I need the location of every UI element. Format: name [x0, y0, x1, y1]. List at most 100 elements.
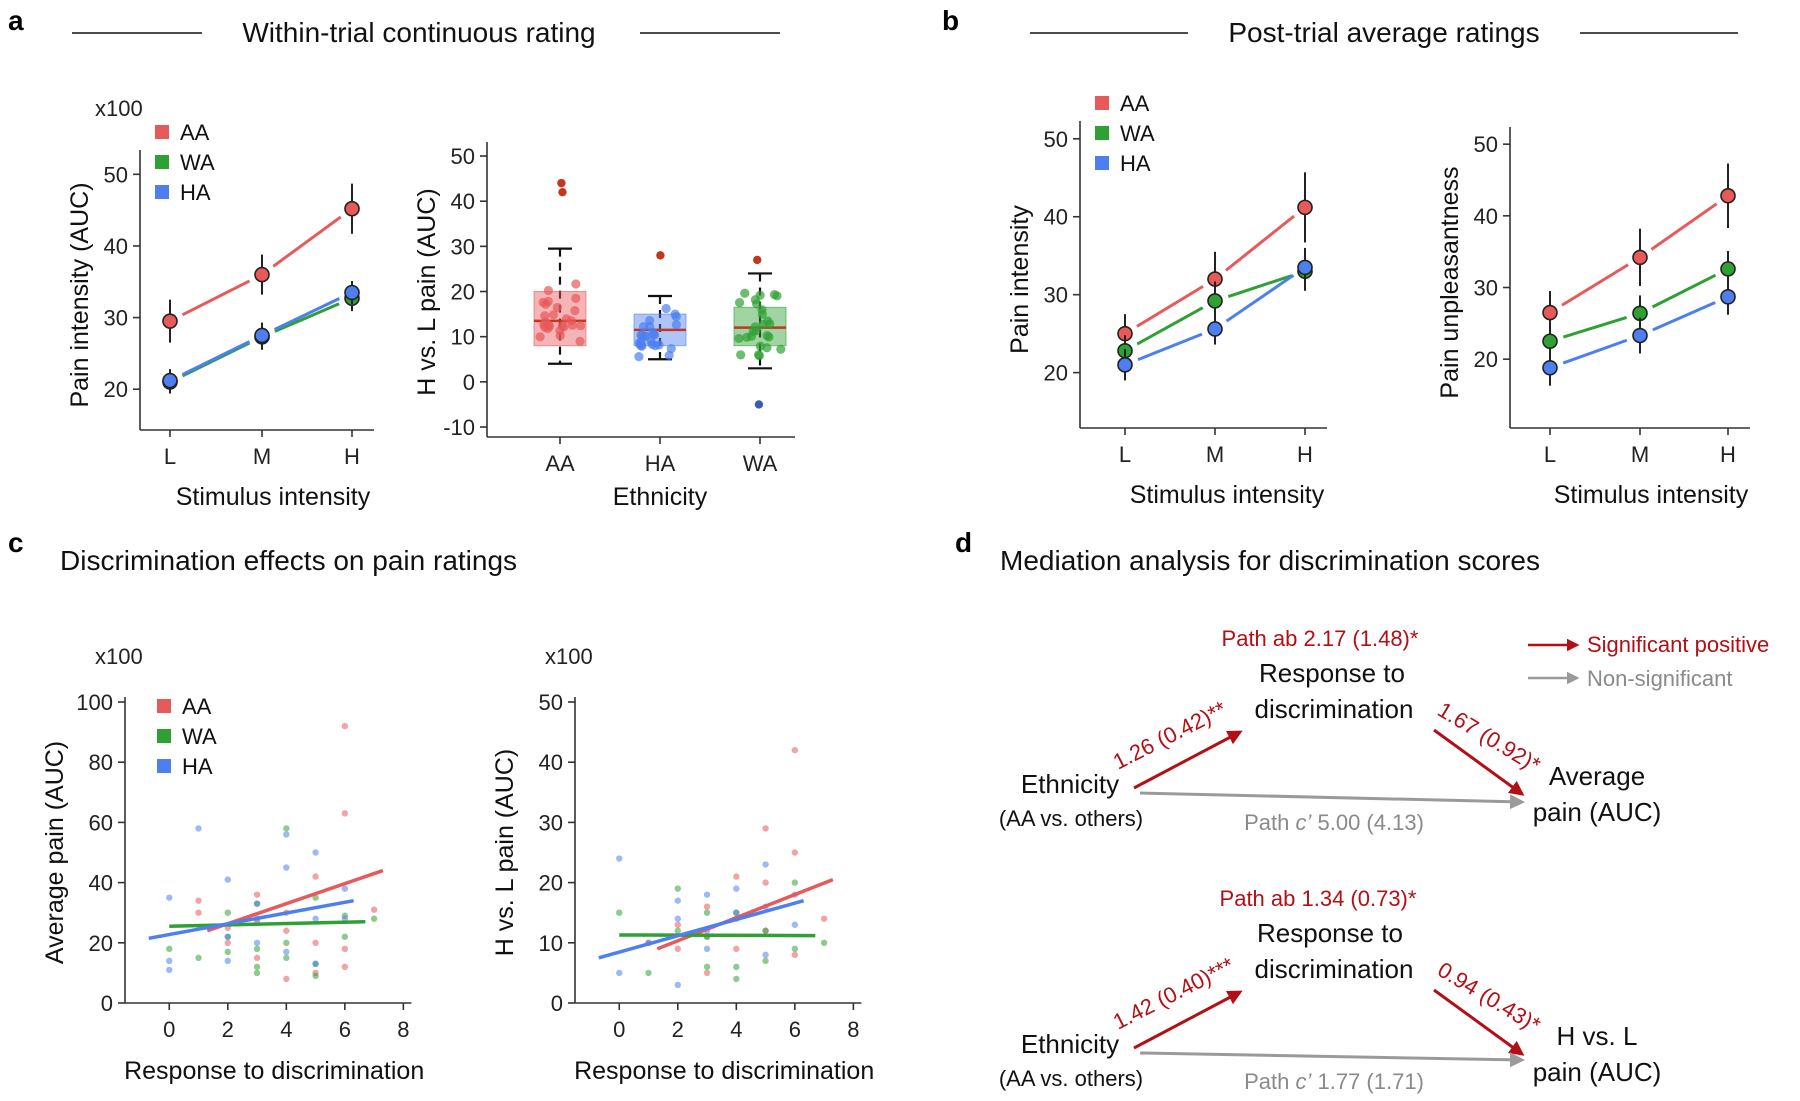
x-axis-label: Ethnicity	[613, 483, 708, 511]
y-tick-label: 40	[451, 189, 475, 214]
x-tick-label: 6	[789, 1017, 801, 1042]
x-axis-label: Stimulus intensity	[1554, 481, 1749, 509]
jitter-point	[754, 351, 764, 361]
scatter-point-AA	[341, 722, 349, 730]
chart-c-scatter-h-vs-l: 0 10 20 30 40 50 0 2 4 6 8 Response to discriminati…	[491, 644, 874, 1085]
path-b-arrow-2	[1433, 988, 1525, 1056]
legend-nonsig-label: Non-significant	[1587, 666, 1733, 691]
y-multiplier: x100	[95, 644, 143, 669]
jitter-point	[750, 295, 760, 305]
path-ab-1: Path ab 2.17 (1.48)*	[1222, 626, 1419, 651]
scatter-point-HA	[166, 957, 173, 965]
series-line-AA	[1650, 202, 1718, 251]
mediator-1-line1: Response to	[1259, 658, 1405, 688]
scatter-point-AA	[703, 969, 711, 977]
y-tick-label: 40	[1044, 205, 1068, 230]
x-node-1-line2: (AA vs. others)	[999, 806, 1143, 831]
data-point-HA	[254, 327, 270, 344]
series-line-WA	[1562, 316, 1628, 339]
data-point-HA	[1542, 359, 1558, 376]
x-axis-label: Stimulus intensity	[176, 483, 371, 511]
scatter-point-HA	[762, 951, 769, 959]
jitter-point	[734, 298, 745, 308]
data-point-HA	[344, 284, 360, 301]
scatter-point-AA	[312, 873, 319, 880]
scatter-point-AA	[341, 945, 349, 953]
scatter-point-HA	[616, 855, 623, 862]
panel-title-c: Discrimination effects on pain ratings	[60, 545, 517, 576]
y-tick-label: 0	[101, 991, 113, 1016]
x-tick-label: M	[253, 444, 271, 469]
legend-swatch-WA	[157, 729, 171, 743]
y-tick-label: 20	[1474, 347, 1498, 372]
y-tick-label: 30	[1474, 276, 1498, 301]
scatter-point-HA	[224, 876, 231, 883]
jitter-point	[670, 309, 680, 319]
jitter-point	[654, 340, 664, 350]
data-point-AA	[1720, 187, 1736, 204]
scatter-point-WA	[703, 909, 711, 916]
outlier-point	[558, 187, 567, 197]
scatter-point-WA	[312, 894, 319, 901]
fit-line-HA	[148, 898, 354, 941]
legend-label-AA: AA	[1120, 91, 1150, 116]
jitter-point	[638, 322, 649, 332]
legend-swatch-WA	[1095, 126, 1109, 140]
scatter-point-WA	[645, 969, 652, 977]
path-b-label-1: 1.67 (0.92)*	[1433, 697, 1545, 778]
path-a-label-2: 1.42 (0.40)***	[1109, 952, 1238, 1034]
x-tick-label: H	[344, 444, 360, 469]
series-line-AA	[272, 215, 342, 268]
series-line-WA	[1136, 306, 1204, 346]
scatter-point-AA	[674, 921, 681, 928]
jitter-point	[776, 344, 786, 354]
y-tick-label: 20	[104, 377, 128, 402]
scatter-point-HA	[253, 939, 261, 946]
data-point-AA	[1297, 199, 1313, 216]
y-axis-label: H vs. L pain (AUC)	[413, 188, 441, 395]
scatter-point-AA	[791, 849, 799, 856]
y-tick-label: 10	[539, 931, 563, 956]
data-point-AA	[1542, 304, 1558, 321]
mediator-2-line1: Response to	[1257, 918, 1403, 948]
path-a-label-1: 1.26 (0.42)**	[1109, 696, 1231, 775]
jitter-point	[666, 343, 676, 354]
jitter-point	[576, 321, 586, 331]
y-tick-label: 0	[551, 991, 563, 1016]
outlier-point	[753, 255, 762, 265]
scatter-point-AA	[674, 945, 681, 953]
x-axis-label: Response to discrimination	[124, 1057, 424, 1085]
scatter-point-AA	[253, 891, 261, 898]
legend-label-WA: WA	[180, 150, 215, 175]
series-line-HA	[181, 340, 251, 376]
chart-b-line-pain-unpleasantness: 20 30 40 50 L M H Stimulus intensity Pain unplea…	[1436, 127, 1750, 509]
scatter-point-HA	[224, 933, 231, 940]
fit-line-WA	[169, 919, 366, 928]
scatter-point-AA	[370, 906, 378, 913]
scatter-point-AA	[195, 909, 202, 916]
x-node-1-line1: Ethnicity	[1021, 769, 1119, 799]
scatter-point-AA	[820, 915, 828, 922]
scatter-point-WA	[791, 879, 799, 886]
x-tick-label: HA	[645, 451, 676, 476]
chart-b-line-pain-intensity: 20 30 40 50 L M H Stimulus intensity Pain intens…	[1006, 91, 1327, 509]
scatter-point-WA	[253, 969, 261, 977]
series-line-WA	[1227, 274, 1293, 298]
scatter-point-HA	[733, 909, 740, 916]
y-tick-label: 30	[104, 306, 128, 331]
jitter-point	[535, 332, 545, 342]
scatter-point-AA	[703, 903, 711, 910]
outlier-point	[557, 178, 566, 188]
y-multiplier: x100	[545, 644, 593, 669]
series-line-HA	[1225, 274, 1295, 323]
scatter-point-AA	[283, 975, 290, 983]
chart-c-scatter-average-pain: 0 20 40 60 80 100 0 2 4 6 8 Response to discriminat…	[41, 644, 424, 1085]
scatter-point-AA	[224, 939, 231, 946]
legend-label-HA: HA	[1120, 151, 1151, 176]
panel-label-d: d	[955, 527, 972, 558]
scatter-point-AA	[283, 927, 290, 934]
scatter-point-WA	[791, 945, 799, 953]
scatter-point-HA	[674, 915, 681, 922]
scatter-point-WA	[674, 927, 681, 934]
panel-title-d: Mediation analysis for discrimination sc…	[1000, 545, 1540, 576]
